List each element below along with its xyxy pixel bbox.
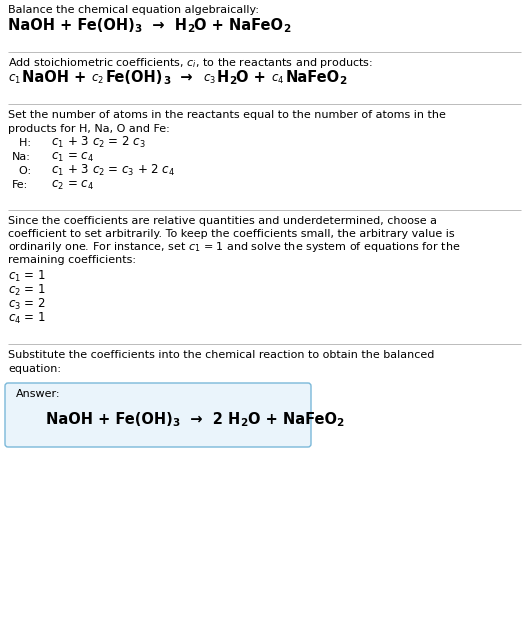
Text: →  2 H: → 2 H [180,412,240,427]
Text: $c_1$ = 1: $c_1$ = 1 [8,269,45,284]
Text: $c_1$: $c_1$ [8,73,22,86]
Text: →: → [170,70,203,85]
Text: Na:: Na: [12,152,31,162]
Text: 2: 2 [187,24,194,34]
Text: O + NaFeO: O + NaFeO [248,412,336,427]
Text: NaOH + Fe(OH): NaOH + Fe(OH) [8,18,135,33]
Text: Add stoichiometric coefficients, $c_i$, to the reactants and products:: Add stoichiometric coefficients, $c_i$, … [8,56,373,70]
Text: $c_1$ = $c_4$: $c_1$ = $c_4$ [44,151,94,164]
Text: $c_2$: $c_2$ [92,73,105,86]
Text: Balance the chemical equation algebraically:: Balance the chemical equation algebraica… [8,5,259,15]
Text: 2: 2 [340,76,346,87]
Text: O +: O + [236,70,271,85]
Text: Fe(OH): Fe(OH) [105,70,163,85]
Text: →  H: → H [142,18,187,33]
Text: H: H [217,70,229,85]
Text: $c_3$: $c_3$ [203,73,217,86]
Text: O:: O: [12,166,31,176]
Text: 2: 2 [240,418,248,428]
Text: $c_3$ = 2: $c_3$ = 2 [8,297,45,312]
Text: Answer:: Answer: [16,389,60,399]
Text: $c_1$ + 3 $c_2$ = 2 $c_3$: $c_1$ + 3 $c_2$ = 2 $c_3$ [44,135,145,150]
Text: ordinarily one. For instance, set $c_1$ = 1 and solve the system of equations fo: ordinarily one. For instance, set $c_1$ … [8,240,460,254]
Text: Set the number of atoms in the reactants equal to the number of atoms in the: Set the number of atoms in the reactants… [8,110,446,120]
Text: $c_4$: $c_4$ [271,73,285,86]
Text: 3: 3 [135,24,142,34]
Text: NaOH + Fe(OH): NaOH + Fe(OH) [46,412,173,427]
Text: Fe:: Fe: [12,180,28,190]
Text: NaOH +: NaOH + [22,70,92,85]
Text: 3: 3 [173,418,180,428]
Text: $c_2$ = 1: $c_2$ = 1 [8,283,45,298]
Text: $c_1$ + 3 $c_2$ = $c_3$ + 2 $c_4$: $c_1$ + 3 $c_2$ = $c_3$ + 2 $c_4$ [44,163,175,178]
FancyBboxPatch shape [5,383,311,447]
Text: Substitute the coefficients into the chemical reaction to obtain the balanced: Substitute the coefficients into the che… [8,350,434,360]
Text: remaining coefficients:: remaining coefficients: [8,255,136,265]
Text: $c_4$ = 1: $c_4$ = 1 [8,311,45,326]
Text: equation:: equation: [8,364,61,374]
Text: coefficient to set arbitrarily. To keep the coefficients small, the arbitrary va: coefficient to set arbitrarily. To keep … [8,229,454,239]
Text: 3: 3 [163,76,170,87]
Text: 2: 2 [336,418,344,428]
Text: products for H, Na, O and Fe:: products for H, Na, O and Fe: [8,124,170,134]
Text: H:: H: [12,138,31,148]
Text: NaFeO: NaFeO [285,70,340,85]
Text: 2: 2 [229,76,236,87]
Text: O + NaFeO: O + NaFeO [194,18,283,33]
Text: $c_2$ = $c_4$: $c_2$ = $c_4$ [44,179,94,192]
Text: 2: 2 [283,24,290,34]
Text: Since the coefficients are relative quantities and underdetermined, choose a: Since the coefficients are relative quan… [8,216,437,226]
